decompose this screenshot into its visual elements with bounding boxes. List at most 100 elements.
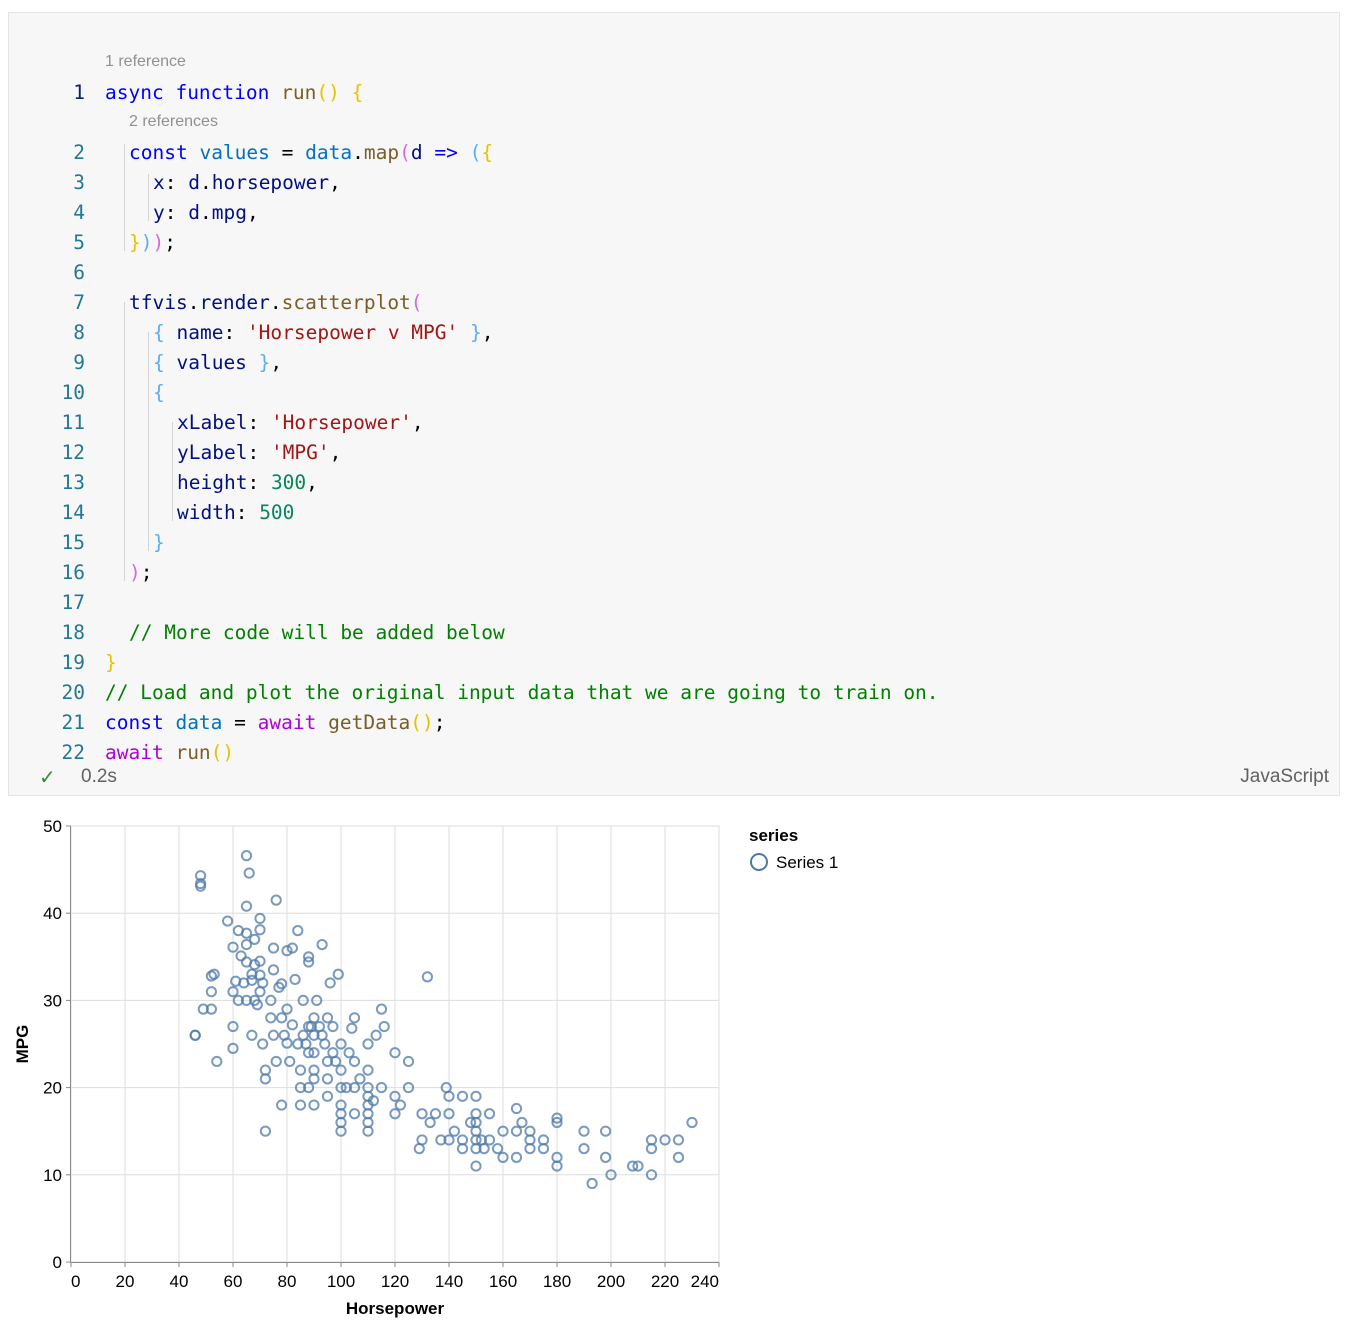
data-point <box>251 999 263 1011</box>
code-token: // Load and plot the original input data… <box>105 681 939 704</box>
code-token: => <box>422 141 470 164</box>
line-number: 9 <box>73 351 85 374</box>
x-tick-label: 240 <box>691 1272 719 1291</box>
data-point <box>308 1029 320 1041</box>
data-point <box>551 1116 563 1129</box>
data-point <box>402 1082 415 1094</box>
code-line[interactable]: x: d.horsepower, <box>153 171 341 194</box>
line-number: 8 <box>73 321 85 344</box>
code-line[interactable]: tfvis.render.scatterplot( <box>129 291 423 314</box>
data-point <box>330 1055 342 1068</box>
data-point <box>267 942 280 954</box>
code-token: async <box>105 81 176 104</box>
data-point <box>627 1160 639 1172</box>
data-point <box>270 1055 282 1068</box>
code-token: getData <box>328 711 411 734</box>
code-token: { <box>153 381 165 404</box>
data-point <box>284 1055 296 1068</box>
data-point <box>332 968 344 980</box>
data-point <box>586 1177 598 1190</box>
code-token: ; <box>164 231 176 254</box>
code-line[interactable]: const values = data.map(d => ({ <box>129 141 493 164</box>
data-point <box>303 956 315 968</box>
code-token: : <box>164 201 189 224</box>
code-token: y <box>153 201 165 224</box>
data-point <box>240 927 253 939</box>
data-point <box>281 1003 293 1015</box>
code-line[interactable]: height: 300, <box>177 471 318 494</box>
x-tick-label: 80 <box>278 1272 297 1291</box>
code-token: ( <box>410 291 423 314</box>
data-point <box>348 1055 361 1068</box>
line-number: 14 <box>61 501 85 524</box>
code-line[interactable]: ); <box>129 561 153 584</box>
data-point <box>465 1116 477 1129</box>
data-point <box>551 1112 563 1124</box>
line-number: 22 <box>61 741 85 764</box>
code-token: , <box>270 351 283 374</box>
code-token: 'MPG' <box>270 441 330 464</box>
code-token: mpg <box>211 201 247 224</box>
code-line[interactable]: })); <box>129 231 176 254</box>
data-point <box>308 1064 320 1076</box>
data-point <box>211 1055 223 1068</box>
y-tick-label: 20 <box>43 1079 62 1098</box>
data-point <box>316 938 328 951</box>
code-line[interactable]: { name: 'Horsepower v MPG' }, <box>153 321 494 344</box>
code-token: = <box>269 141 306 164</box>
code-token: 500 <box>259 501 295 524</box>
code-line[interactable]: // Load and plot the original input data… <box>105 681 939 704</box>
code-token: . <box>352 141 364 164</box>
code-line[interactable]: const data = await getData(); <box>105 711 446 734</box>
data-point <box>367 1095 379 1107</box>
code-token: . <box>199 201 212 224</box>
code-lens-references[interactable]: 2 references <box>129 113 218 130</box>
code-token: ( <box>469 141 482 164</box>
data-point <box>240 850 253 862</box>
code-token: scatterplot <box>281 291 411 314</box>
code-token: . <box>199 171 212 194</box>
data-point <box>270 894 282 906</box>
data-point <box>303 1082 315 1094</box>
data-point <box>267 964 280 976</box>
code-line[interactable]: { values }, <box>153 351 282 374</box>
code-line[interactable]: async function run() { <box>105 81 363 104</box>
indent-guide <box>148 174 149 221</box>
data-point <box>672 1134 685 1146</box>
code-token: x <box>153 171 165 194</box>
code-token: const <box>105 711 176 734</box>
code-line[interactable]: xLabel: 'Horsepower', <box>177 411 424 434</box>
code-line[interactable]: width: 500 <box>177 501 294 524</box>
code-line[interactable]: await run() <box>105 741 234 764</box>
code-line[interactable]: // More code will be added below <box>129 621 505 644</box>
code-line[interactable]: { <box>153 381 165 404</box>
line-number: 13 <box>61 471 85 494</box>
code-token: : <box>164 171 189 194</box>
data-point <box>600 1125 612 1137</box>
code-line[interactable]: } <box>153 531 165 554</box>
cell-status-bar: ✓ 0.2s JavaScript <box>9 765 1339 793</box>
data-point <box>259 1125 271 1137</box>
data-point <box>303 951 315 963</box>
code-lens-references[interactable]: 1 reference <box>105 53 186 70</box>
line-number: 10 <box>61 381 85 404</box>
code-token: , <box>246 201 259 224</box>
data-point <box>470 1108 482 1120</box>
code-token: 'Horsepower' <box>270 411 412 434</box>
code-token: tfvis <box>129 291 188 314</box>
data-point <box>327 1020 339 1033</box>
code-token: await <box>257 711 329 734</box>
line-number: 5 <box>73 231 85 254</box>
language-label[interactable]: JavaScript <box>1240 766 1329 787</box>
data-point <box>205 986 217 998</box>
line-number: 4 <box>73 201 85 224</box>
code-line[interactable]: y: d.mpg, <box>153 201 259 224</box>
data-point <box>286 1019 298 1031</box>
data-point <box>370 1029 382 1041</box>
line-number: 6 <box>73 261 85 284</box>
data-point <box>195 870 207 882</box>
code-line[interactable]: } <box>105 651 117 674</box>
data-point <box>235 950 247 962</box>
code-line[interactable]: yLabel: 'MPG', <box>177 441 341 464</box>
data-point <box>389 1108 401 1120</box>
